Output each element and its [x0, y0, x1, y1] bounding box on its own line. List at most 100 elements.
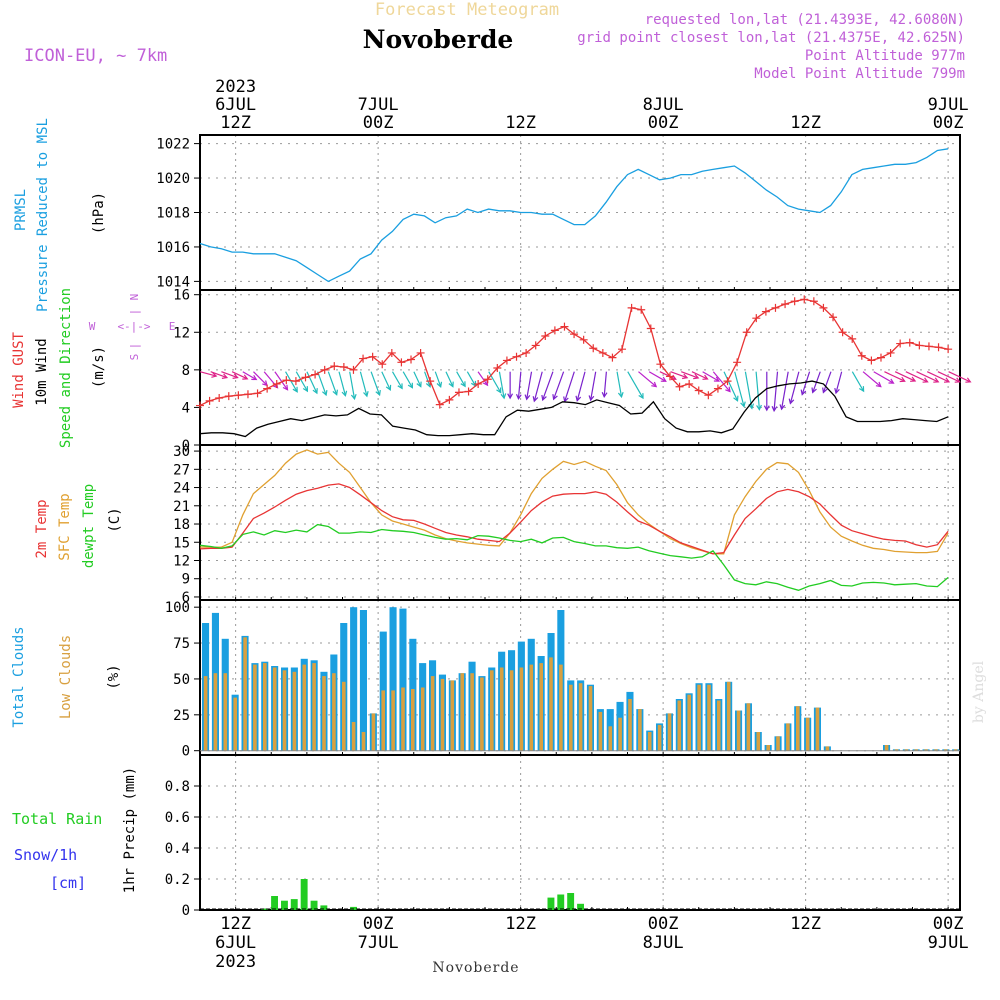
wind-unit: (m/s)	[91, 346, 107, 388]
wind-arrow	[424, 371, 431, 387]
wind-arrow	[616, 371, 623, 398]
wind-arrow-head	[407, 382, 414, 389]
wind-arrow	[835, 371, 843, 394]
gust-marker	[272, 379, 281, 388]
top-tick-label: 12Z	[220, 113, 251, 133]
wind-arrow	[413, 371, 422, 387]
temp-unit: (C)	[107, 507, 123, 532]
low-cloud-bar	[253, 664, 257, 751]
gust-marker	[378, 360, 387, 369]
wind-arrow-head	[910, 376, 917, 382]
pressure-ytick-label: 1016	[156, 240, 190, 256]
low-cloud-bar	[401, 687, 405, 751]
snow-label: Snow/1h	[14, 846, 77, 864]
top-tick-label: 00Z	[648, 113, 679, 133]
wind-arrow	[359, 371, 368, 397]
cloud-ytick-label: 25	[173, 708, 190, 724]
gust-marker	[224, 392, 233, 401]
wind-arrow	[370, 371, 381, 396]
low-cloud-label: Low Clouds	[58, 635, 74, 719]
wind-arrow	[533, 371, 543, 402]
gust-marker	[474, 379, 483, 388]
wind-arrow-head	[740, 401, 746, 408]
gust-marker	[291, 377, 300, 386]
wind-arrow	[199, 371, 217, 377]
compass-vbar-bottom: |	[128, 343, 141, 350]
temp-ytick-label: 30	[173, 444, 190, 460]
pressure-label-1: PRMSL	[13, 189, 29, 231]
wind-arrow-head	[448, 381, 454, 388]
wind-ytick-label: 16	[173, 288, 190, 304]
wind-arrow-head	[436, 381, 443, 388]
wind-arrow	[822, 371, 832, 393]
low-cloud-bar	[934, 749, 938, 751]
low-cloud-bar	[904, 749, 909, 751]
temp-ytick-label: 18	[173, 517, 190, 533]
wind-arrow	[576, 371, 586, 401]
wind-arrow-head	[242, 374, 249, 380]
low-cloud-bar	[490, 670, 494, 751]
compass-arrow: <-|->	[117, 320, 150, 333]
wind-arrow	[498, 371, 505, 399]
gust-marker	[905, 338, 914, 347]
wind-arrow	[564, 371, 575, 402]
gust-marker	[781, 300, 790, 309]
precip-panel: 0 0.2 0.4 0.6 0.8	[165, 754, 961, 919]
low-cloud-bar	[450, 680, 455, 751]
wind-arrow	[691, 371, 708, 380]
wind-arrow-head	[341, 390, 348, 397]
low-cloud-bar	[272, 667, 277, 751]
rain-bar	[300, 879, 308, 910]
gust-marker	[704, 391, 713, 400]
low-cloud-bar	[657, 724, 662, 751]
rain-bar	[567, 893, 575, 910]
wind-arrow	[884, 371, 905, 382]
wind-arrow-head	[460, 381, 466, 388]
wind-arrow-head	[965, 377, 972, 383]
low-cloud-bar	[411, 689, 415, 751]
gust-marker	[522, 348, 531, 357]
bottom-tick-label: 7JUL	[358, 933, 399, 953]
wind-arrow-head	[322, 390, 328, 397]
low-cloud-bar	[776, 736, 780, 751]
temp2m-label: 2m Temp	[34, 499, 50, 558]
dewpt-line	[199, 523, 949, 591]
wind-arrow	[681, 371, 699, 379]
low-cloud-bar	[618, 717, 622, 751]
wind-ytick-label: 4	[182, 400, 190, 416]
low-cloud-bar	[361, 732, 366, 751]
wind-arrow-head	[822, 387, 828, 394]
low-cloud-bar	[786, 723, 790, 751]
pressure-ytick-label: 1014	[156, 274, 190, 290]
gust-marker	[857, 351, 866, 360]
low-cloud-bar	[282, 670, 287, 751]
gust-marker	[915, 341, 924, 350]
watermark: by Angel	[971, 660, 987, 723]
low-cloud-bar	[805, 717, 810, 751]
wind-arrow	[755, 371, 761, 410]
sfc-temp-line	[200, 449, 949, 555]
gust-marker	[320, 365, 329, 374]
gust-marker	[742, 328, 751, 337]
grid-point-coords: grid point closest lon,lat (21.4375E, 42…	[577, 30, 965, 46]
gust-marker	[435, 400, 444, 409]
wind-arrow-head	[350, 394, 357, 401]
cloud-ytick-label: 75	[173, 636, 190, 652]
pressure-unit: (hPa)	[91, 192, 107, 234]
wind-arrow-head	[292, 386, 298, 393]
wind-arrow-head	[363, 391, 369, 398]
wind-arrow-head	[500, 393, 507, 400]
wind-arrow	[627, 371, 644, 399]
wind-arrow-head	[954, 377, 961, 383]
wind-arrow-head	[638, 393, 644, 400]
wind-arrow-head	[693, 373, 700, 380]
gust-marker	[608, 353, 617, 362]
gust-marker	[253, 389, 262, 398]
wind-arrow-head	[702, 374, 709, 380]
low-cloud-bar	[213, 673, 218, 751]
low-cloud-bar	[381, 690, 385, 751]
wind-arrow	[851, 371, 865, 392]
wind-arrow	[306, 371, 318, 394]
wind-arrow	[456, 371, 466, 387]
